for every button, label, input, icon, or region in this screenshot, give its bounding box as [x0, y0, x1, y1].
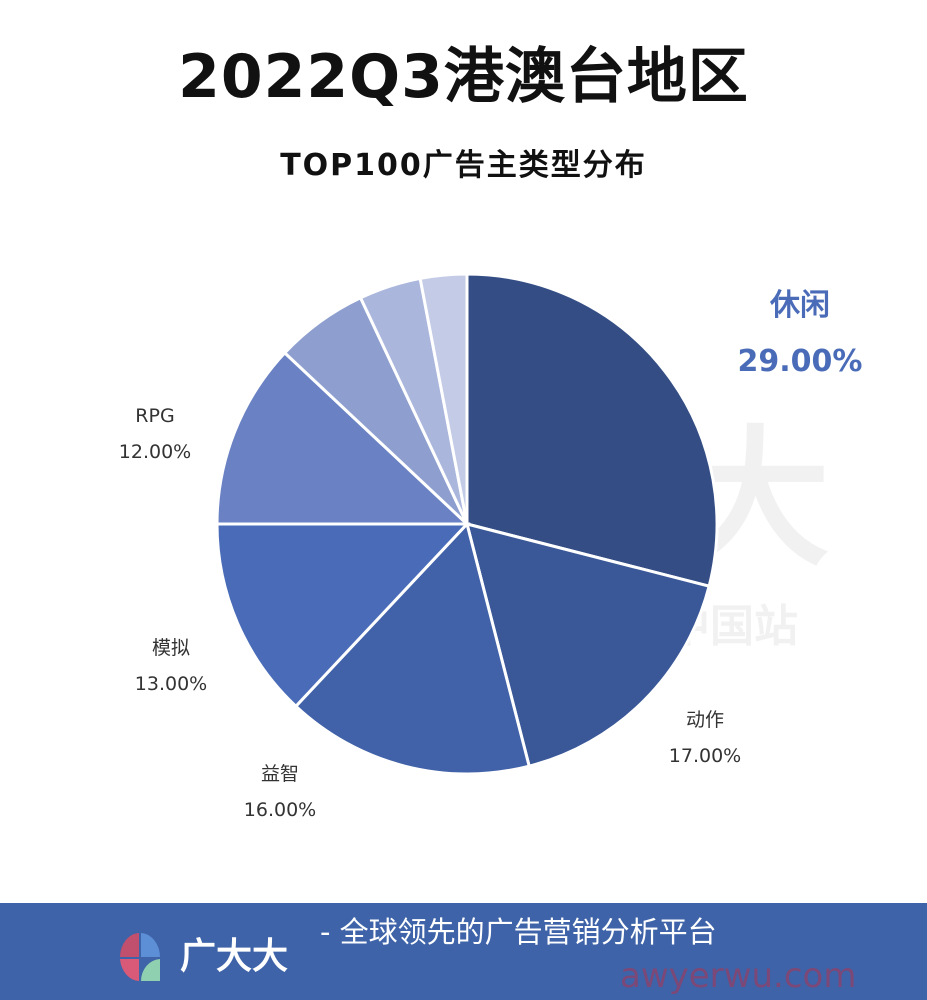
slice-value: 17.00%: [668, 745, 742, 767]
slice-value: 12.00%: [118, 441, 192, 463]
label-action: 动作 17.00%: [650, 702, 760, 774]
label-puzzle: 益智 16.00%: [225, 756, 335, 828]
pie-slice-4: [215, 350, 471, 526]
slice-label: 益智: [260, 763, 299, 785]
pie-chart: [215, 272, 719, 776]
chart-title: 2022Q3港澳台地区: [178, 42, 749, 112]
label-casual: 休闲 29.00%: [720, 278, 880, 390]
footer-tagline: - 全球领先的广告营销分析平台: [320, 915, 717, 949]
brand-logo-icon: [119, 933, 161, 981]
slice-value: 29.00%: [737, 344, 863, 379]
site-watermark: awyerwu.com: [620, 956, 857, 996]
slice-label: 动作: [685, 709, 724, 731]
chart-subtitle: TOP100广告主类型分布: [280, 148, 647, 183]
slice-label: 休闲: [770, 288, 830, 323]
slice-value: 16.00%: [243, 799, 317, 821]
footer-banner: 广大大 - 全球领先的广告营销分析平台 awyerwu.com: [0, 903, 927, 1000]
pie-slice-1: [464, 521, 711, 768]
label-rpg: RPG 12.00%: [100, 398, 210, 470]
slice-label: 模拟: [151, 637, 190, 659]
pie-slice-unlabeled-7: [418, 272, 469, 525]
label-simulation: 模拟 13.00%: [116, 630, 226, 702]
pie-slice-2: [293, 520, 531, 776]
footer-brand: 广大大: [180, 936, 289, 977]
slice-value: 13.00%: [134, 673, 208, 695]
slice-label: RPG: [135, 405, 175, 427]
pie-slice-3: [215, 522, 471, 709]
pie-slice-0: [465, 272, 719, 588]
